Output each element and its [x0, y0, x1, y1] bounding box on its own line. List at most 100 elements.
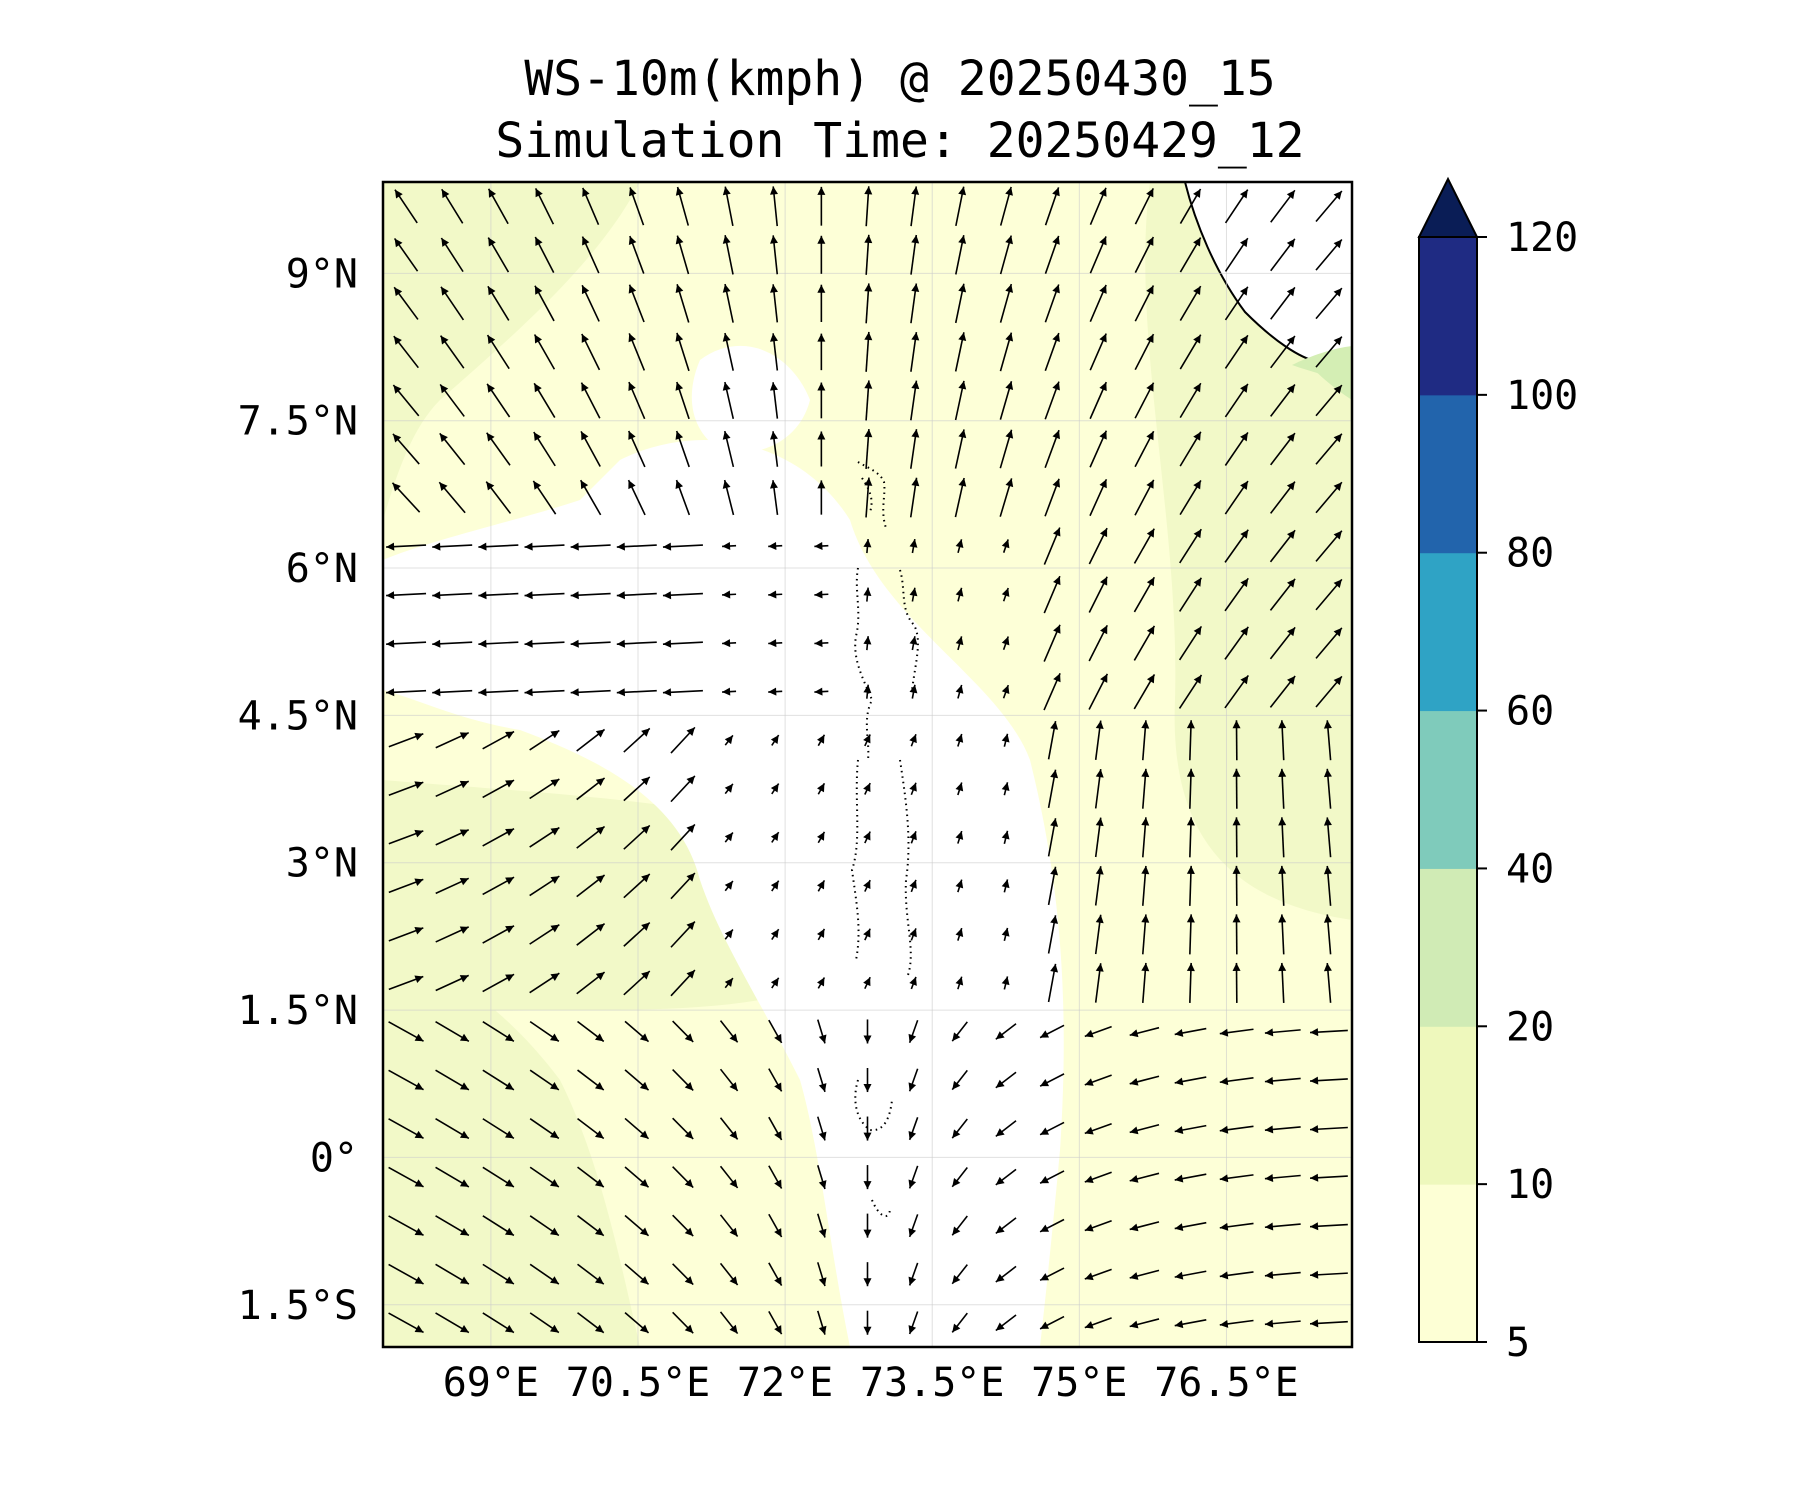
wind-arrow	[435, 731, 470, 749]
wind-arrow	[909, 684, 918, 699]
wind-arrow	[1043, 673, 1061, 711]
wind-arrow	[863, 636, 872, 651]
map-title: WS-10m(kmph) @ 20250430_15	[524, 51, 1276, 107]
colorbar-tick-label: 120	[1506, 215, 1578, 261]
atoll-outline	[861, 477, 873, 513]
wind-arrow	[770, 382, 779, 419]
wind-arrow	[1044, 381, 1060, 420]
wind-arrow	[955, 684, 964, 699]
wind-arrow	[616, 542, 657, 551]
wind-arrow	[1179, 480, 1202, 516]
wind-arrow	[529, 1118, 560, 1140]
wind-arrow	[863, 1116, 872, 1141]
wind-arrow	[1269, 529, 1296, 563]
map-subtitle: Simulation Time: 20250429_12	[495, 113, 1305, 169]
wind-arrow	[955, 830, 964, 844]
wind-arrow	[1141, 817, 1150, 858]
wind-arrow	[670, 872, 696, 900]
wind-arrow	[817, 284, 826, 322]
wind-arrow	[1232, 817, 1241, 858]
wind-arrow	[576, 874, 606, 898]
colorbar-segment	[1419, 868, 1477, 1027]
wind-arrow	[581, 333, 601, 371]
wind-arrow	[438, 481, 466, 514]
wind-arrow	[1278, 768, 1287, 809]
wind-arrow	[576, 971, 606, 995]
wind-arrow	[864, 331, 873, 372]
wind-arrow	[628, 187, 645, 226]
wind-arrow	[908, 1311, 919, 1335]
wind-arrow	[816, 1164, 827, 1190]
atoll-outline	[854, 1079, 893, 1132]
wind-arrow	[1179, 528, 1202, 564]
wind-arrow	[393, 286, 419, 320]
wind-arrow	[814, 639, 829, 648]
wind-arrow	[719, 1068, 739, 1092]
wind-arrow	[529, 924, 560, 945]
wind-arrow	[954, 429, 967, 469]
wind-arrow	[1224, 626, 1249, 660]
wind-arrow	[439, 383, 465, 417]
wind-arrow	[1315, 287, 1343, 320]
wind-arrow	[955, 782, 964, 796]
wind-arrow	[951, 1021, 968, 1042]
wind-arrow	[579, 479, 602, 516]
wind-arrow	[1232, 720, 1241, 761]
wind-arrow	[388, 732, 424, 748]
wind-arrow	[487, 285, 510, 321]
wind-arrow	[814, 687, 829, 696]
gridlines	[383, 182, 1352, 1347]
wind-arrow	[910, 283, 920, 324]
wind-arrow	[1133, 625, 1156, 661]
lat-tick-label: 9°N	[286, 251, 358, 297]
wind-arrow	[999, 332, 1014, 372]
wind-arrow	[616, 688, 657, 697]
wind-arrow	[486, 383, 511, 418]
wind-arrow	[533, 431, 556, 467]
wind-arrow	[582, 187, 600, 225]
wind-arrow	[1089, 187, 1107, 226]
wind-arrow	[910, 380, 920, 421]
wind-arrow	[628, 284, 645, 323]
wind-arrow	[624, 1311, 650, 1334]
wind-arrow	[435, 1118, 470, 1140]
wind-arrow	[1219, 1028, 1254, 1037]
wind-arrow	[770, 928, 780, 941]
colorbar-tick-label: 80	[1506, 531, 1554, 577]
wind-arrow	[392, 433, 420, 465]
wind-arrow	[388, 878, 424, 894]
wind-arrow	[577, 1020, 605, 1043]
wind-arrow	[1134, 382, 1155, 419]
wind-arrow	[1309, 1028, 1348, 1037]
lon-tick-label: 76.5°E	[1154, 1360, 1299, 1406]
wind-arrow	[1134, 479, 1155, 516]
wind-arrow	[1219, 1125, 1254, 1134]
wind-arrow	[1134, 430, 1155, 468]
colorbar-tick-label: 100	[1506, 373, 1578, 419]
wind-arrow	[482, 1069, 515, 1091]
wind-arrow	[1039, 1170, 1065, 1184]
wind-arrow	[675, 283, 690, 323]
wind-arrow	[1323, 720, 1332, 761]
wind-arrow	[570, 591, 611, 600]
wind-arrow	[1179, 382, 1202, 419]
wind-arrow	[909, 539, 918, 554]
wind-arrow	[482, 1215, 515, 1237]
wind-arrow	[1129, 1318, 1160, 1329]
wind-arrow	[441, 188, 464, 224]
wind-arrow	[816, 1262, 827, 1287]
wind-arrow	[955, 976, 964, 990]
wind-arrow	[955, 587, 964, 602]
wind-arrow	[1315, 481, 1343, 514]
wind-arrow	[1001, 684, 1010, 699]
wind-arrow	[863, 928, 871, 941]
wind-arrow	[623, 727, 651, 753]
wind-arrow	[628, 333, 646, 371]
wind-arrow	[1179, 188, 1202, 224]
lon-tick-label: 69°E	[443, 1360, 539, 1406]
wind-arrow	[1084, 1220, 1112, 1232]
wind-arrow	[1315, 627, 1343, 659]
wind-arrow	[1309, 1173, 1348, 1182]
wind-arrow	[1094, 963, 1104, 1003]
wind-arrow	[814, 542, 829, 551]
